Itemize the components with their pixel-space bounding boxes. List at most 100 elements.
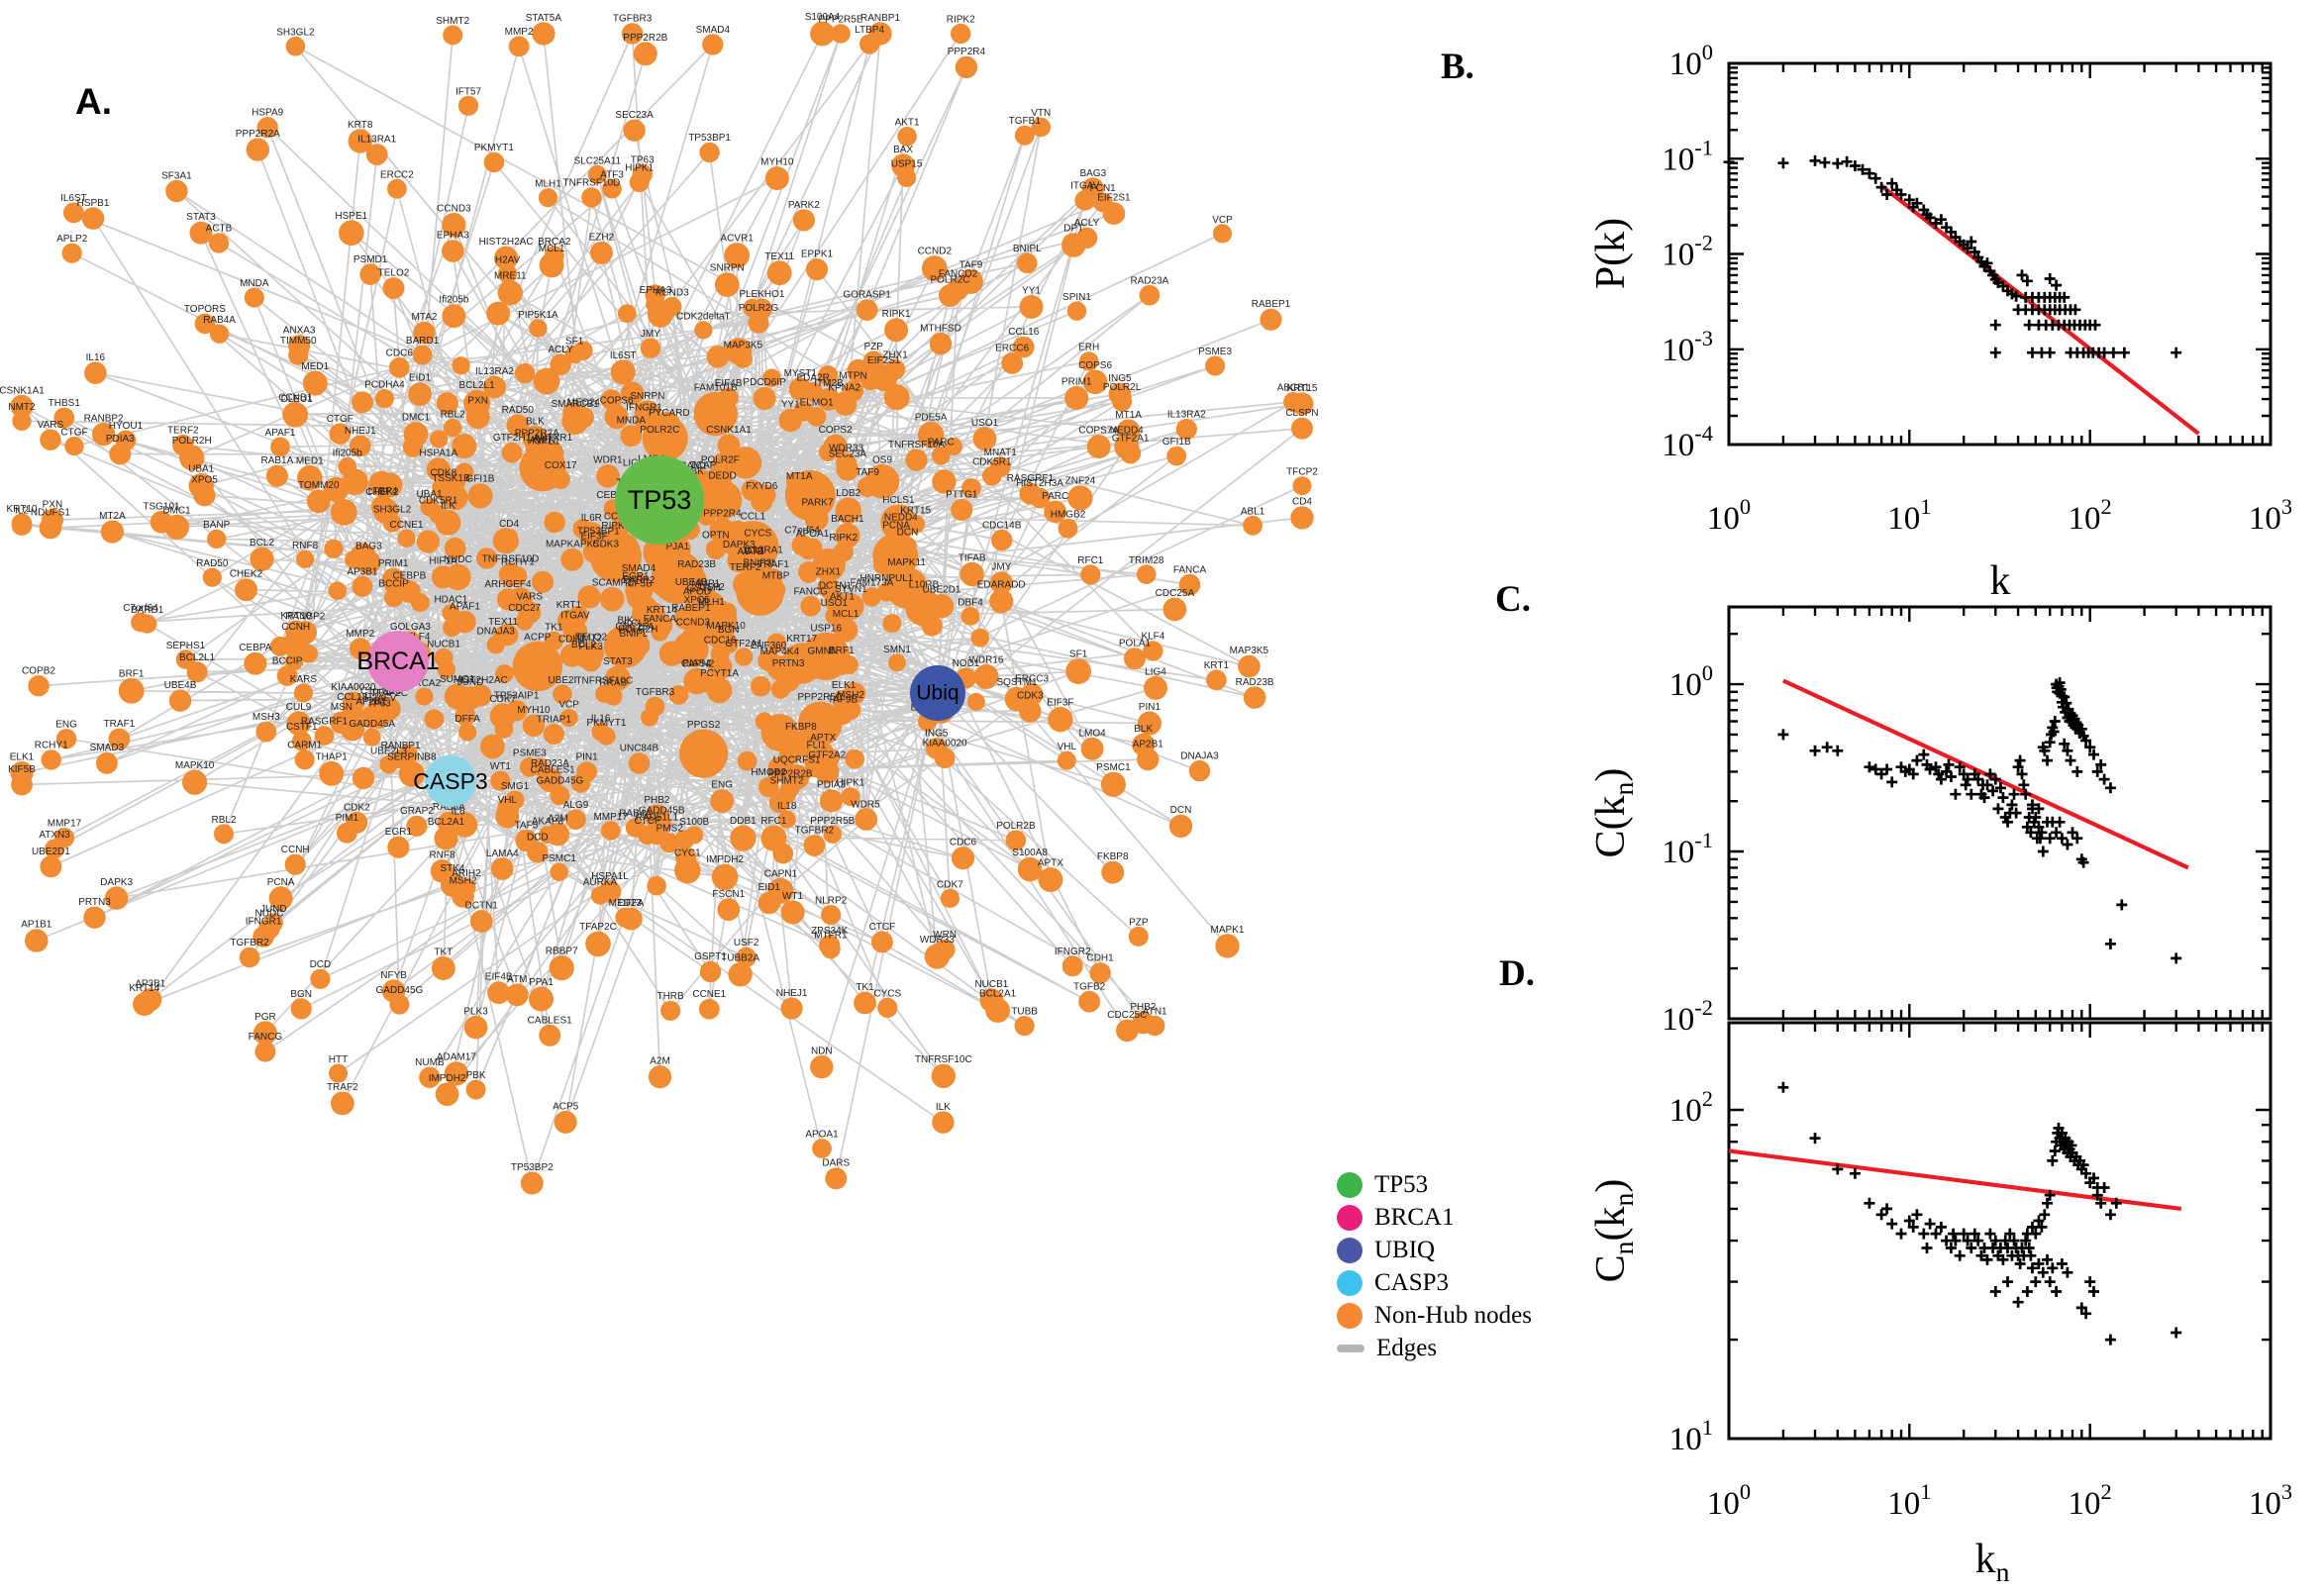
svg-text:THAP1: THAP1 — [316, 751, 349, 762]
network-node — [398, 760, 425, 787]
network-node — [877, 997, 898, 1018]
svg-text:ARHGEF4: ARHGEF4 — [484, 579, 532, 590]
svg-text:TP53BP1: TP53BP1 — [577, 526, 620, 537]
network-node — [736, 567, 785, 616]
network-node — [585, 931, 611, 957]
scatter-points — [1777, 677, 2182, 964]
network-node — [778, 408, 802, 433]
network-node — [480, 734, 505, 759]
svg-text:RAD23B: RAD23B — [677, 559, 716, 570]
svg-text:CYC1: CYC1 — [674, 848, 701, 858]
svg-text:ACLY: ACLY — [548, 345, 573, 355]
network-node — [600, 586, 625, 612]
network-node — [467, 483, 493, 509]
network-node — [1048, 707, 1073, 733]
svg-text:DLEU1: DLEU1 — [281, 394, 314, 405]
svg-text:UBE4B: UBE4B — [675, 577, 708, 588]
network-node — [645, 284, 665, 305]
network-node — [442, 604, 460, 623]
network-node — [454, 610, 476, 634]
svg-text:RASGRF1: RASGRF1 — [1007, 473, 1055, 484]
svg-text:CD4: CD4 — [1292, 497, 1312, 508]
network-node — [1188, 759, 1211, 782]
network-node — [382, 277, 405, 300]
network-node — [783, 764, 810, 790]
network-node — [610, 359, 636, 385]
network-node — [651, 614, 673, 637]
svg-text:UBE2L3: UBE2L3 — [370, 746, 408, 756]
svg-text:DCTN1: DCTN1 — [465, 901, 499, 912]
network-node — [501, 442, 523, 463]
network-node — [239, 947, 260, 968]
svg-text:EPPK1: EPPK1 — [801, 249, 834, 260]
legend-item-casp3: CASP3 — [1337, 1266, 1532, 1299]
svg-text:EPHA3: EPHA3 — [437, 231, 469, 242]
svg-text:TEX11: TEX11 — [488, 617, 518, 628]
svg-text:CHEK2: CHEK2 — [365, 487, 399, 498]
svg-text:DCN: DCN — [1170, 805, 1192, 816]
network-node — [256, 117, 278, 139]
svg-text:SERPINB8: SERPINB8 — [387, 751, 437, 762]
svg-text:Ifi205b: Ifi205b — [439, 295, 468, 306]
svg-text:PPP2R2B: PPP2R2B — [768, 769, 813, 780]
network-node — [693, 391, 738, 437]
svg-text:NLRP2: NLRP2 — [815, 896, 848, 907]
network-node — [1017, 252, 1038, 274]
svg-text:CTGF: CTGF — [327, 414, 354, 425]
network-node — [587, 164, 607, 184]
network-node — [64, 436, 84, 456]
network-node — [61, 243, 82, 263]
svg-text:THRB: THRB — [656, 991, 684, 1002]
svg-text:POLR2F: POLR2F — [701, 454, 740, 465]
svg-text:APOA1: APOA1 — [796, 529, 830, 540]
svg-text:MMP1: MMP1 — [691, 578, 720, 589]
svg-text:CCNH: CCNH — [281, 622, 310, 633]
svg-text:KRT1: KRT1 — [1204, 660, 1230, 671]
svg-text:ING5: ING5 — [1108, 373, 1132, 384]
svg-text:LDB2: LDB2 — [836, 488, 860, 499]
svg-text:CDK3: CDK3 — [592, 540, 619, 550]
svg-text:ATN1: ATN1 — [1143, 1006, 1167, 1017]
svg-text:TSSK1B: TSSK1B — [432, 473, 470, 484]
network-node — [990, 571, 1013, 594]
network-node — [91, 422, 116, 447]
svg-text:PXN: PXN — [43, 500, 63, 511]
svg-text:PDIA3: PDIA3 — [106, 434, 135, 445]
network-node — [209, 324, 230, 344]
svg-text:COPS7A: COPS7A — [1078, 426, 1119, 437]
network-node — [605, 665, 631, 691]
network-node — [800, 595, 822, 617]
network-node — [505, 700, 528, 722]
network-node — [792, 209, 816, 232]
y-tick-label: 10-3 — [1662, 326, 1713, 368]
svg-text:RANBP1: RANBP1 — [860, 13, 900, 24]
svg-text:KPNA2: KPNA2 — [828, 382, 860, 393]
svg-text:MSH2: MSH2 — [837, 690, 864, 701]
svg-text:TNFRSF10C: TNFRSF10C — [575, 675, 633, 686]
svg-text:PSMC1: PSMC1 — [542, 853, 576, 864]
svg-text:PHB2: PHB2 — [1130, 1002, 1157, 1013]
network-node — [838, 593, 864, 620]
svg-text:C7orf64: C7orf64 — [784, 526, 820, 537]
svg-text:COPS6: COPS6 — [600, 396, 634, 407]
hub-label-ubiq: Ubiq — [916, 682, 959, 705]
network-node — [11, 513, 33, 535]
network-node — [252, 1021, 277, 1046]
network-node — [672, 631, 709, 667]
svg-text:PJA1: PJA1 — [665, 542, 689, 552]
network-node — [397, 529, 416, 548]
svg-text:C7orf64: C7orf64 — [123, 603, 158, 614]
svg-text:CLSPN: CLSPN — [1285, 408, 1318, 419]
svg-text:ITM2B: ITM2B — [814, 378, 844, 389]
legend-label: UBIQ — [1374, 1236, 1436, 1263]
svg-text:BRF1: BRF1 — [829, 646, 855, 656]
network-node — [760, 714, 799, 752]
network-node — [806, 407, 827, 427]
network-node — [753, 386, 776, 410]
network-node — [515, 829, 538, 852]
node-color-dot-icon — [1337, 1171, 1363, 1198]
network-node — [636, 580, 655, 599]
svg-text:RABEP1: RABEP1 — [1252, 299, 1291, 310]
svg-text:DFFA: DFFA — [619, 898, 645, 909]
svg-text:WRN: WRN — [933, 930, 957, 941]
